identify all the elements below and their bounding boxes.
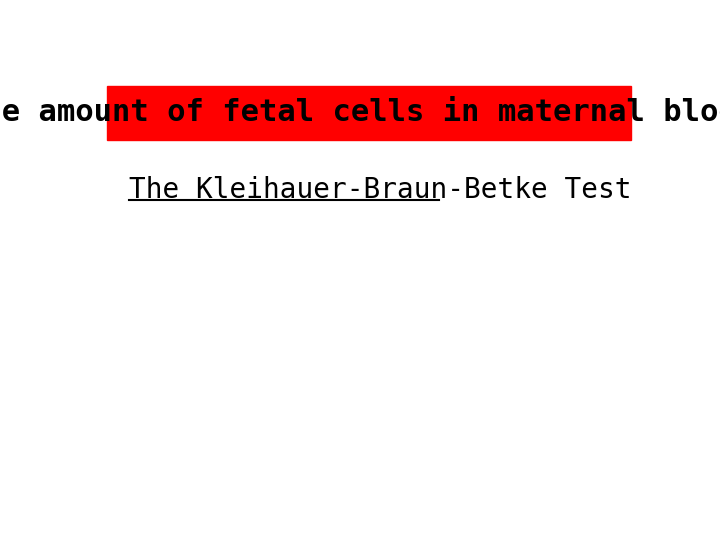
Text: The Kleihauer-Braun-Betke Test: The Kleihauer-Braun-Betke Test xyxy=(129,176,631,204)
FancyBboxPatch shape xyxy=(107,85,631,140)
Text: The amount of fetal cells in maternal blood:: The amount of fetal cells in maternal bl… xyxy=(0,98,720,127)
